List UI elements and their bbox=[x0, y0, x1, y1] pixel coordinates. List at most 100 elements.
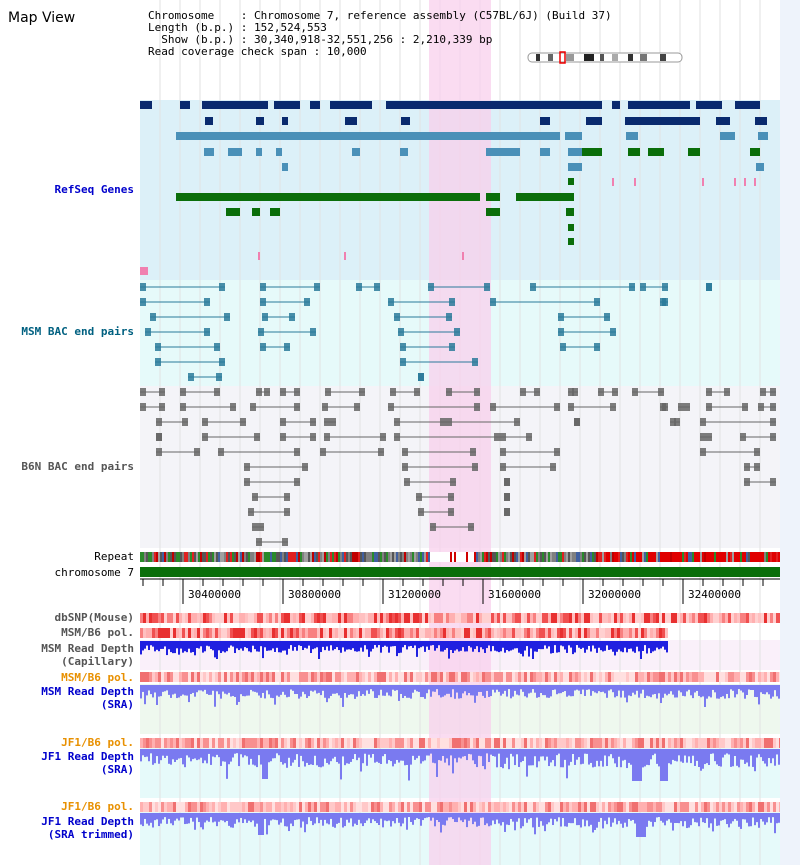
polymorphism-cell[interactable] bbox=[206, 613, 209, 623]
polymorphism-cell[interactable] bbox=[404, 613, 407, 623]
read-depth-bar[interactable] bbox=[502, 749, 504, 769]
read-depth-bar[interactable] bbox=[156, 749, 158, 757]
read-depth-bar[interactable] bbox=[590, 641, 592, 652]
polymorphism-cell[interactable] bbox=[215, 738, 218, 748]
polymorphism-cell[interactable] bbox=[491, 613, 494, 623]
polymorphism-cell[interactable] bbox=[173, 613, 176, 623]
read-depth-bar[interactable] bbox=[642, 641, 644, 651]
read-depth-bar[interactable] bbox=[276, 749, 278, 754]
read-depth-bar[interactable] bbox=[318, 813, 320, 824]
polymorphism-cell[interactable] bbox=[251, 628, 254, 638]
read-depth-bar[interactable] bbox=[160, 641, 162, 649]
polymorphism-cell[interactable] bbox=[689, 613, 692, 623]
polymorphism-cell[interactable] bbox=[245, 672, 248, 682]
polymorphism-cell[interactable] bbox=[302, 802, 305, 812]
polymorphism-cell[interactable] bbox=[293, 672, 296, 682]
read-depth-bar[interactable] bbox=[466, 685, 468, 696]
read-depth-bar[interactable] bbox=[458, 685, 460, 699]
bac-end-left[interactable] bbox=[140, 388, 146, 396]
polymorphism-cell[interactable] bbox=[167, 802, 170, 812]
repeat-segment[interactable] bbox=[624, 552, 626, 562]
read-depth-bar[interactable] bbox=[254, 685, 256, 692]
polymorphism-cell[interactable] bbox=[143, 628, 146, 638]
read-depth-bar[interactable] bbox=[612, 685, 614, 693]
polymorphism-cell[interactable] bbox=[167, 738, 170, 748]
read-depth-bar[interactable] bbox=[548, 641, 550, 647]
read-depth-bar[interactable] bbox=[174, 813, 176, 821]
read-depth-bar[interactable] bbox=[372, 749, 374, 755]
bac-end-right[interactable] bbox=[310, 328, 316, 336]
polymorphism-cell[interactable] bbox=[353, 672, 356, 682]
read-depth-bar[interactable] bbox=[356, 641, 358, 652]
read-depth-bar[interactable] bbox=[774, 813, 776, 834]
gene-mark[interactable] bbox=[744, 178, 746, 186]
bac-end-left[interactable] bbox=[490, 403, 496, 411]
read-depth-bar[interactable] bbox=[218, 685, 220, 695]
repeat-segment[interactable] bbox=[224, 552, 226, 562]
gene-feature[interactable] bbox=[758, 132, 768, 140]
polymorphism-cell[interactable] bbox=[413, 738, 416, 748]
repeat-segment[interactable] bbox=[650, 552, 652, 562]
repeat-segment[interactable] bbox=[504, 552, 506, 562]
read-depth-bar[interactable] bbox=[488, 685, 490, 697]
polymorphism-cell[interactable] bbox=[332, 613, 335, 623]
bac-end-right[interactable] bbox=[770, 403, 776, 411]
repeat-segment[interactable] bbox=[648, 552, 650, 562]
read-depth-bar[interactable] bbox=[770, 813, 772, 823]
read-depth-bar[interactable] bbox=[628, 641, 630, 649]
read-depth-bar[interactable] bbox=[258, 749, 260, 756]
repeat-segment[interactable] bbox=[702, 552, 704, 562]
read-depth-bar[interactable] bbox=[676, 813, 678, 823]
read-depth-bar[interactable] bbox=[536, 813, 538, 818]
read-depth-bar[interactable] bbox=[740, 685, 742, 691]
read-depth-bar[interactable] bbox=[398, 641, 400, 654]
polymorphism-cell[interactable] bbox=[341, 613, 344, 623]
repeat-segment[interactable] bbox=[140, 552, 142, 562]
track-label-msm-depth-sra-line1[interactable]: MSM Read Depth bbox=[41, 685, 134, 698]
read-depth-bar[interactable] bbox=[328, 641, 330, 651]
read-depth-bar[interactable] bbox=[498, 813, 500, 824]
read-depth-bar[interactable] bbox=[748, 749, 750, 767]
polymorphism-cell[interactable] bbox=[749, 802, 752, 812]
read-depth-bar[interactable] bbox=[772, 813, 774, 818]
read-depth-bar[interactable] bbox=[724, 749, 726, 755]
read-depth-bar[interactable] bbox=[252, 749, 254, 765]
read-depth-bar[interactable] bbox=[148, 641, 150, 651]
bac-end-left[interactable] bbox=[744, 463, 750, 471]
polymorphism-cell[interactable] bbox=[581, 628, 584, 638]
polymorphism-cell[interactable] bbox=[770, 613, 773, 623]
polymorphism-cell[interactable] bbox=[188, 613, 191, 623]
polymorphism-cell[interactable] bbox=[536, 613, 539, 623]
read-depth-bar[interactable] bbox=[704, 813, 706, 824]
read-depth-bar[interactable] bbox=[348, 685, 350, 695]
polymorphism-cell[interactable] bbox=[140, 802, 143, 812]
read-depth-bar[interactable] bbox=[428, 813, 430, 818]
polymorphism-cell[interactable] bbox=[401, 738, 404, 748]
polymorphism-cell[interactable] bbox=[392, 738, 395, 748]
read-depth-bar[interactable] bbox=[360, 813, 362, 824]
read-depth-bar[interactable] bbox=[760, 685, 762, 693]
polymorphism-cell[interactable] bbox=[374, 738, 377, 748]
read-depth-bar[interactable] bbox=[470, 641, 472, 648]
polymorphism-cell[interactable] bbox=[281, 738, 284, 748]
read-depth-bar[interactable] bbox=[498, 685, 500, 692]
polymorphism-cell[interactable] bbox=[410, 802, 413, 812]
polymorphism-cell[interactable] bbox=[413, 672, 416, 682]
read-depth-bar[interactable] bbox=[650, 749, 652, 760]
repeat-segment[interactable] bbox=[290, 552, 292, 562]
bac-end-left[interactable] bbox=[404, 478, 410, 486]
polymorphism-cell[interactable] bbox=[725, 738, 728, 748]
read-depth-bar[interactable] bbox=[142, 685, 144, 692]
read-depth-bar[interactable] bbox=[456, 813, 458, 823]
read-depth-bar[interactable] bbox=[774, 685, 776, 691]
polymorphism-cell[interactable] bbox=[200, 613, 203, 623]
polymorphism-cell[interactable] bbox=[521, 738, 524, 748]
read-depth-bar[interactable] bbox=[654, 749, 656, 754]
polymorphism-cell[interactable] bbox=[566, 628, 569, 638]
bac-end-right[interactable] bbox=[706, 433, 712, 441]
gene-feature[interactable] bbox=[176, 132, 560, 140]
polymorphism-cell[interactable] bbox=[323, 672, 326, 682]
read-depth-bar[interactable] bbox=[736, 685, 738, 695]
read-depth-bar[interactable] bbox=[356, 685, 358, 697]
read-depth-bar[interactable] bbox=[324, 749, 326, 759]
